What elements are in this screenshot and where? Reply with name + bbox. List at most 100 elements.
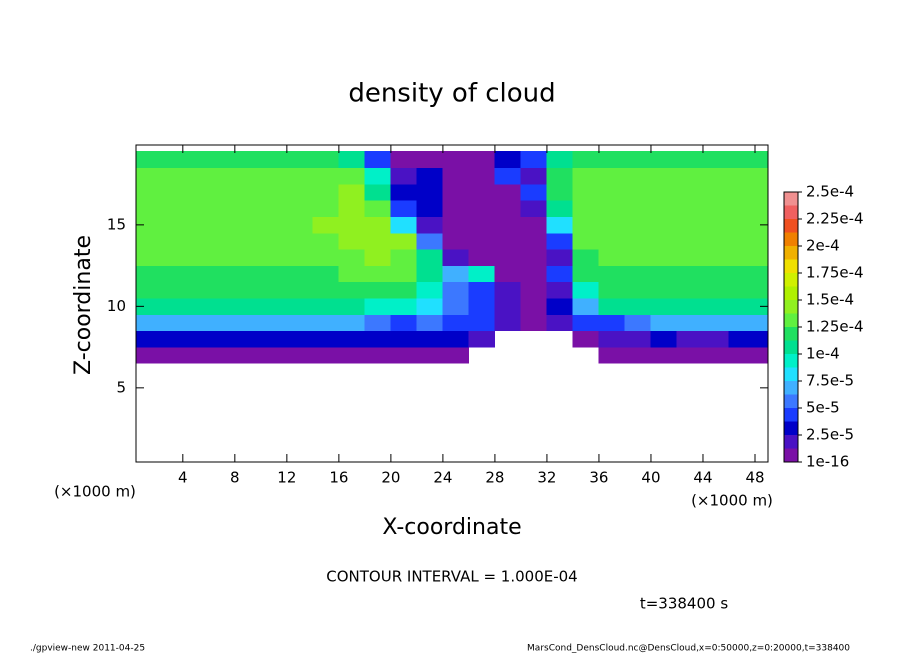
cell	[676, 314, 704, 332]
cell	[442, 200, 470, 218]
cell	[390, 232, 418, 250]
colorbar-band	[784, 232, 798, 246]
cell	[156, 216, 184, 234]
cell	[182, 216, 210, 234]
cell	[468, 167, 496, 185]
cell	[468, 232, 496, 250]
cell	[754, 346, 768, 364]
colorbar-band	[784, 219, 798, 233]
colorbar-band	[784, 381, 798, 395]
cell	[650, 216, 678, 234]
cell	[390, 249, 418, 266]
cell	[572, 200, 600, 218]
cell	[364, 281, 392, 299]
colorbar-band	[784, 421, 798, 435]
cell	[624, 183, 652, 201]
cell	[312, 232, 340, 250]
cell	[234, 265, 262, 283]
x-tick-label: 24	[433, 469, 452, 487]
cell	[728, 167, 756, 185]
cell	[702, 330, 730, 348]
cell	[624, 297, 652, 315]
cell	[754, 249, 768, 266]
colorbar-band	[784, 286, 798, 300]
cell	[234, 249, 262, 266]
cell	[416, 346, 444, 364]
cell	[702, 281, 730, 299]
cell	[364, 167, 392, 185]
cell	[208, 183, 236, 201]
cell	[676, 183, 704, 201]
cell	[676, 281, 704, 299]
cell	[494, 281, 522, 299]
y-tick-label: 10	[107, 297, 126, 315]
cell	[546, 151, 574, 169]
cell	[416, 265, 444, 283]
cell	[260, 281, 288, 299]
cell	[286, 265, 314, 283]
cell	[650, 167, 678, 185]
cell	[572, 297, 600, 315]
cell	[624, 314, 652, 332]
cell	[416, 200, 444, 218]
cell	[416, 330, 444, 348]
cell	[624, 232, 652, 250]
cell	[286, 183, 314, 201]
cell	[650, 183, 678, 201]
cell	[390, 297, 418, 315]
cell	[754, 232, 768, 250]
cell	[234, 232, 262, 250]
cell	[494, 297, 522, 315]
cell	[312, 281, 340, 299]
cell	[494, 265, 522, 283]
cell	[520, 314, 548, 332]
cell	[650, 265, 678, 283]
cell	[136, 330, 158, 348]
cell	[136, 200, 158, 218]
cell	[572, 330, 600, 348]
cell	[416, 314, 444, 332]
cell	[468, 200, 496, 218]
cell	[312, 151, 340, 169]
cell	[728, 297, 756, 315]
cell	[546, 297, 574, 315]
cell	[598, 297, 626, 315]
cell	[338, 183, 366, 201]
cell	[286, 216, 314, 234]
cell	[156, 314, 184, 332]
cell	[442, 151, 470, 169]
cell	[416, 281, 444, 299]
cell	[728, 200, 756, 218]
cell	[728, 281, 756, 299]
x-tick-label: 4	[178, 469, 188, 487]
cell	[624, 200, 652, 218]
field	[136, 151, 768, 364]
cell	[520, 151, 548, 169]
cell	[390, 314, 418, 332]
colorbar-label: 7.5e-5	[806, 372, 854, 390]
cell	[136, 346, 158, 364]
cell	[312, 330, 340, 348]
cell	[312, 265, 340, 283]
cell	[598, 346, 626, 364]
cell	[754, 314, 768, 332]
colorbar-label: 1.75e-4	[806, 264, 864, 282]
cell	[650, 330, 678, 348]
cell	[572, 314, 600, 332]
cell	[364, 314, 392, 332]
cell	[754, 151, 768, 169]
cell	[286, 200, 314, 218]
cell	[442, 249, 470, 266]
cell	[728, 346, 756, 364]
cell	[676, 200, 704, 218]
colorbar-band	[784, 259, 798, 273]
colorbar-band	[784, 340, 798, 354]
cell	[546, 216, 574, 234]
cell	[650, 314, 678, 332]
cell	[156, 232, 184, 250]
cell	[286, 281, 314, 299]
cell	[338, 151, 366, 169]
cell	[136, 265, 158, 283]
cell	[624, 167, 652, 185]
cell	[156, 297, 184, 315]
